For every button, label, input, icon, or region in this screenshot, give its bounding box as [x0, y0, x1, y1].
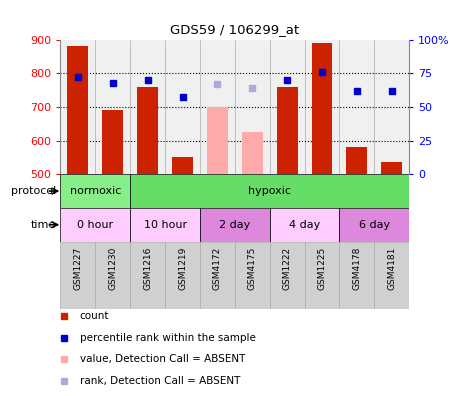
Bar	[270, 242, 305, 309]
Bar	[374, 242, 409, 309]
Text: normoxic: normoxic	[70, 186, 121, 196]
Bar	[381, 162, 402, 174]
Text: count: count	[80, 311, 109, 321]
Bar	[339, 242, 374, 309]
Bar	[130, 242, 165, 309]
Bar	[346, 147, 367, 174]
Text: rank, Detection Call = ABSENT: rank, Detection Call = ABSENT	[80, 376, 240, 386]
Bar	[95, 242, 130, 309]
Text: value, Detection Call = ABSENT: value, Detection Call = ABSENT	[80, 354, 245, 364]
Bar	[60, 208, 130, 242]
Text: 0 hour: 0 hour	[77, 220, 113, 230]
Text: 10 hour: 10 hour	[144, 220, 186, 230]
Text: GSM4178: GSM4178	[352, 247, 361, 290]
Text: 4 day: 4 day	[289, 220, 320, 230]
Bar	[102, 110, 123, 174]
Bar	[207, 107, 228, 174]
Text: GSM1222: GSM1222	[283, 247, 292, 290]
Text: time: time	[31, 220, 56, 230]
Bar	[130, 174, 409, 208]
Text: GSM1230: GSM1230	[108, 247, 117, 290]
Bar	[277, 87, 298, 174]
Bar	[200, 208, 270, 242]
Text: 2 day: 2 day	[219, 220, 251, 230]
Bar	[235, 242, 270, 309]
Bar	[172, 157, 193, 174]
Bar	[67, 46, 88, 174]
Bar	[60, 174, 130, 208]
Bar	[130, 208, 200, 242]
Title: GDS59 / 106299_at: GDS59 / 106299_at	[170, 23, 299, 36]
Bar	[339, 208, 409, 242]
Bar	[137, 87, 158, 174]
Text: GSM4172: GSM4172	[213, 247, 222, 290]
Text: GSM1227: GSM1227	[73, 247, 82, 290]
Text: protocol: protocol	[11, 186, 56, 196]
Bar	[312, 43, 332, 174]
Bar	[242, 132, 263, 174]
Text: GSM4181: GSM4181	[387, 247, 396, 290]
Text: GSM1225: GSM1225	[318, 247, 326, 290]
Bar	[60, 242, 95, 309]
Bar	[270, 208, 339, 242]
Text: 6 day: 6 day	[359, 220, 390, 230]
Text: GSM4175: GSM4175	[248, 247, 257, 290]
Bar	[305, 242, 339, 309]
Text: GSM1219: GSM1219	[178, 247, 187, 290]
Text: percentile rank within the sample: percentile rank within the sample	[80, 333, 255, 343]
Text: hypoxic: hypoxic	[248, 186, 291, 196]
Text: GSM1216: GSM1216	[143, 247, 152, 290]
Bar	[165, 242, 200, 309]
Bar	[200, 242, 235, 309]
